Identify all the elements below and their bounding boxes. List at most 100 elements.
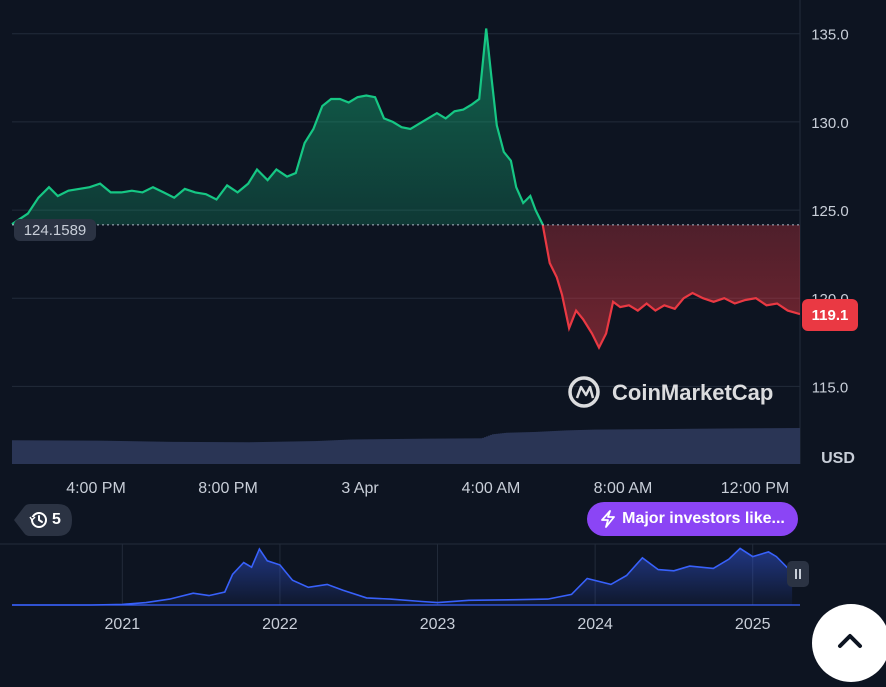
x-tick-label: 8:00 PM: [198, 480, 258, 497]
volume-bar: [398, 438, 400, 464]
volume-bar: [468, 438, 470, 464]
volume-bar: [286, 441, 288, 464]
volume-bar: [304, 441, 306, 464]
pause-handle[interactable]: [787, 561, 809, 587]
volume-bar: [768, 428, 770, 464]
x-axis: 4:00 PM 8:00 PM 3 Apr 4:00 AM 8:00 AM 12:00 P…: [66, 480, 789, 497]
volume-bar: [614, 429, 616, 464]
volume-bar: [682, 428, 684, 464]
pause-handle-icon: [795, 569, 801, 579]
volume-bar: [450, 438, 452, 464]
volume-bar: [186, 441, 188, 464]
nav-year-label: 2021: [105, 616, 141, 633]
volume-bar: [678, 428, 680, 464]
volume-bar: [670, 428, 672, 464]
volume-bar: [32, 440, 34, 464]
volume-bar: [14, 440, 16, 464]
volume-bar: [80, 440, 82, 464]
volume-bar: [352, 439, 354, 464]
volume-bar: [720, 428, 722, 464]
volume-bar: [424, 438, 426, 464]
volume-bar: [160, 441, 162, 464]
volume-bar: [26, 440, 28, 464]
volume-bar: [172, 441, 174, 464]
volume-bar: [430, 438, 432, 464]
volume-bar: [406, 438, 408, 464]
y-tick-label: 130.0: [811, 115, 849, 132]
volume-bar: [664, 429, 666, 464]
volume-bar: [718, 428, 720, 464]
volume-bar: [200, 441, 202, 464]
volume-bar: [568, 430, 570, 464]
volume-bar: [762, 428, 764, 464]
volume-bar: [576, 430, 578, 464]
volume-bar: [188, 441, 190, 464]
volume-bar: [54, 440, 56, 464]
volume-bar: [548, 431, 550, 464]
history-badge[interactable]: 5: [14, 504, 72, 536]
volume-bar: [570, 430, 572, 464]
volume-bar: [282, 441, 284, 464]
volume-bar: [538, 431, 540, 464]
volume-bar: [712, 428, 714, 464]
volume-bar: [754, 428, 756, 464]
volume-bar: [756, 428, 758, 464]
volume-bar: [46, 440, 48, 464]
volume-bar: [252, 442, 254, 464]
volume-bar: [562, 430, 564, 464]
volume-bar: [494, 434, 496, 464]
x-tick-label: 12:00 PM: [721, 480, 789, 497]
volume-bar: [154, 441, 156, 464]
volume-bar: [410, 438, 412, 464]
volume-bar: [432, 438, 434, 464]
volume-bar: [216, 442, 218, 464]
volume-bar: [62, 440, 64, 464]
history-navigator[interactable]: 2021 2022 2023 2024 2025: [0, 543, 886, 633]
volume-bar: [606, 429, 608, 464]
volume-bar: [320, 440, 322, 464]
volume-bar: [524, 432, 526, 464]
volume-bar: [258, 442, 260, 464]
volume-bar: [146, 441, 148, 464]
volume-bar: [222, 442, 224, 464]
volume-bar: [190, 441, 192, 464]
volume-bar: [170, 441, 172, 464]
volume-bar: [276, 441, 278, 464]
volume-bar: [504, 432, 506, 464]
volume-bar: [208, 442, 210, 464]
volume-bar: [740, 428, 742, 464]
volume-bar: [766, 428, 768, 464]
volume-bar: [508, 432, 510, 464]
volume-bar: [296, 441, 298, 464]
volume-bar: [264, 441, 266, 464]
volume-bar: [148, 441, 150, 464]
volume-bar: [630, 429, 632, 464]
volume-bar: [772, 428, 774, 464]
current-price-label: 119.1: [811, 306, 849, 324]
volume-bar: [52, 440, 54, 464]
volume-bar: [730, 428, 732, 464]
volume-bar: [18, 440, 20, 464]
nav-area: [12, 548, 793, 605]
news-pill[interactable]: Major investors like...: [587, 502, 798, 536]
volume-bar: [454, 438, 456, 464]
volume-bar: [560, 430, 562, 464]
volume-bar: [12, 440, 14, 464]
price-line: [11, 28, 800, 351]
volume-bar: [794, 428, 796, 464]
volume-bar: [394, 439, 396, 464]
volume-bar: [516, 432, 518, 464]
volume-bar: [618, 429, 620, 464]
volume-bar: [376, 439, 378, 464]
volume-bar: [420, 438, 422, 464]
coinmarketcap-logo-icon: [568, 376, 600, 408]
currency-label: USD: [821, 450, 855, 467]
volume-bar: [284, 441, 286, 464]
volume-bar: [246, 442, 248, 464]
volume-bar: [230, 442, 232, 464]
volume-bar: [646, 429, 648, 464]
scroll-top-button[interactable]: [812, 604, 886, 682]
volume-bar: [412, 438, 414, 464]
volume-bar: [796, 428, 798, 464]
